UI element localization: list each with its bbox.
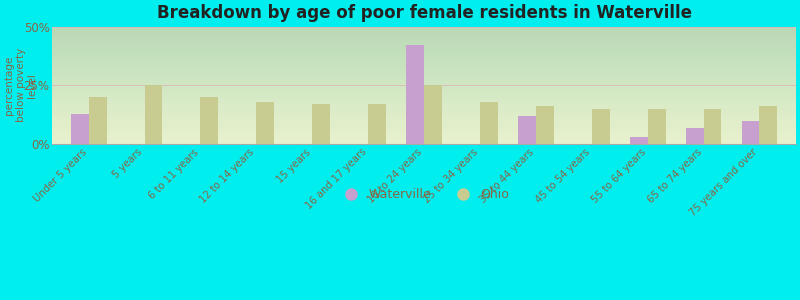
Bar (518, 116, 536, 144)
Bar (406, 45, 424, 144)
Bar (536, 106, 554, 144)
Bar (759, 106, 778, 144)
Bar (312, 104, 330, 144)
Bar (256, 102, 274, 144)
Bar (742, 121, 759, 144)
Bar (424, 85, 442, 144)
Bar (201, 97, 218, 144)
Title: Breakdown by age of poor female residents in Waterville: Breakdown by age of poor female resident… (157, 4, 691, 22)
Bar (89, 97, 106, 144)
Bar (703, 109, 722, 144)
Bar (70, 113, 89, 144)
Bar (480, 102, 498, 144)
Bar (630, 137, 648, 144)
Bar (686, 128, 703, 144)
Bar (648, 109, 666, 144)
Bar (145, 85, 162, 144)
Legend: Waterville, Ohio: Waterville, Ohio (334, 183, 514, 206)
Bar (592, 109, 610, 144)
Bar (368, 104, 386, 144)
Y-axis label: percentage
below poverty
level: percentage below poverty level (4, 48, 38, 122)
